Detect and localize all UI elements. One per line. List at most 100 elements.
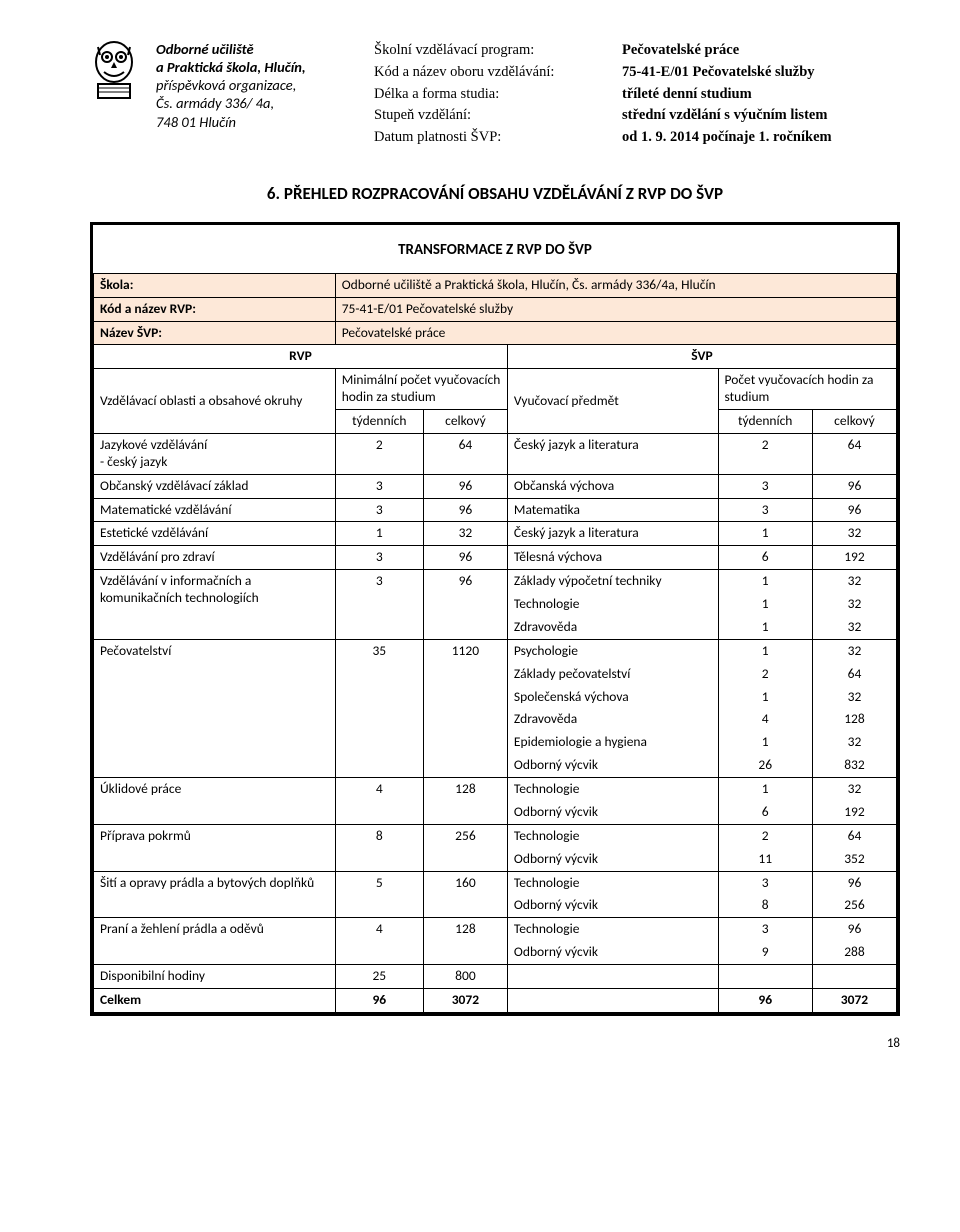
cell-rvp-celk: 64 xyxy=(423,433,507,474)
cell-svp-celk: 64 xyxy=(812,663,896,686)
cell-oblast: Matematické vzdělávání xyxy=(94,498,336,522)
cell-svp-celk: 32 xyxy=(812,731,896,754)
cell-predmet: Společenská výchova xyxy=(507,686,718,709)
cell-svp-tyden: 6 xyxy=(718,801,812,824)
cell-predmet: Technologie xyxy=(507,824,718,847)
cell-svp-tyden: 2 xyxy=(718,824,812,847)
cell-rvp-celk: 256 xyxy=(423,824,507,871)
hdr-right-3: tříleté denní studium xyxy=(622,84,900,106)
total-label: Celkem xyxy=(94,988,336,1012)
cell-svp-tyden: 3 xyxy=(718,871,812,894)
cell-svp-celk: 352 xyxy=(812,848,896,871)
cell-svp-tyden: 1 xyxy=(718,522,812,546)
document-header: Odborné učiliště a Praktická škola, Hluč… xyxy=(90,40,900,149)
cell-predmet: Matematika xyxy=(507,498,718,522)
cell-rvp-tyden: 8 xyxy=(335,824,423,871)
cell-svp-celk: 192 xyxy=(812,546,896,570)
tyden-svp: týdenních xyxy=(718,410,812,434)
table-row: Matematické vzdělávání396Matematika396 xyxy=(94,498,897,522)
cell-oblast: Úklidové práce xyxy=(94,778,336,825)
cell-predmet: Technologie xyxy=(507,918,718,941)
table-row: Úklidové práce4128Technologie132 xyxy=(94,778,897,801)
header-left: Odborné učiliště a Praktická škola, Hluč… xyxy=(156,40,356,131)
cell-oblast: Příprava pokrmů xyxy=(94,824,336,871)
table-body: Jazykové vzdělávání - český jazyk264Česk… xyxy=(94,433,897,988)
cell-predmet: Technologie xyxy=(507,778,718,801)
predmet-head: Vyučovací předmět xyxy=(507,369,718,434)
cell-svp-tyden: 1 xyxy=(718,731,812,754)
cell-predmet: Odborný výcvik xyxy=(507,941,718,964)
cell-svp-tyden: 11 xyxy=(718,848,812,871)
cell-oblast: Občanský vzdělávací základ xyxy=(94,474,336,498)
cell-predmet: Český jazyk a literatura xyxy=(507,433,718,474)
cell-oblast: Vzdělávání v informačních a komunikačníc… xyxy=(94,570,336,640)
table-row: Jazykové vzdělávání - český jazyk264Česk… xyxy=(94,433,897,474)
header-right: Pečovatelské práce 75-41-E/01 Pečovatels… xyxy=(622,40,900,149)
table-row: Disponibilní hodiny25800 xyxy=(94,965,897,989)
cell-predmet: Odborný výcvik xyxy=(507,754,718,777)
cell-predmet: Psychologie xyxy=(507,639,718,662)
cell-predmet: Základy výpočetní techniky xyxy=(507,570,718,593)
cell-svp-tyden: 26 xyxy=(718,754,812,777)
nazev-value: Pečovatelské práce xyxy=(335,321,896,345)
cell-rvp-tyden: 5 xyxy=(335,871,423,918)
total-empty xyxy=(507,988,718,1012)
cell-rvp-tyden: 2 xyxy=(335,433,423,474)
cell-svp-celk: 128 xyxy=(812,708,896,731)
hdr-school-2: a Praktická škola, Hlučín, xyxy=(156,58,356,76)
cell-rvp-celk: 128 xyxy=(423,918,507,965)
total-tb: 3072 xyxy=(423,988,507,1012)
cell-svp-tyden: 6 xyxy=(718,546,812,570)
cell-predmet: Tělesná výchova xyxy=(507,546,718,570)
table-row: Praní a žehlení prádla a oděvů4128Techno… xyxy=(94,918,897,941)
cell-svp-celk: 288 xyxy=(812,941,896,964)
hdr-school-4: Čs. armády 336/ 4a, xyxy=(156,94,356,112)
kod-label: Kód a název RVP: xyxy=(94,297,336,321)
cell-svp-tyden: 1 xyxy=(718,639,812,662)
cell-rvp-tyden: 25 xyxy=(335,965,423,989)
cell-svp-celk: 96 xyxy=(812,918,896,941)
cell-oblast: Disponibilní hodiny xyxy=(94,965,336,989)
svp-head: ŠVP xyxy=(507,345,896,369)
cell-svp-celk: 96 xyxy=(812,871,896,894)
cell-rvp-celk: 160 xyxy=(423,871,507,918)
cell-rvp-tyden: 3 xyxy=(335,474,423,498)
hdr-school-5: 748 01 Hlučín xyxy=(156,113,356,131)
cell-oblast: Vzdělávání pro zdraví xyxy=(94,546,336,570)
cell-predmet: Zdravověda xyxy=(507,708,718,731)
cell-svp-tyden: 1 xyxy=(718,778,812,801)
cell-rvp-celk: 96 xyxy=(423,474,507,498)
table-row: Vzdělávání pro zdraví396Tělesná výchova6… xyxy=(94,546,897,570)
cell-predmet: Technologie xyxy=(507,593,718,616)
celk-rvp: celkový xyxy=(423,410,507,434)
cell-rvp-tyden: 3 xyxy=(335,498,423,522)
cell-svp-tyden: 9 xyxy=(718,941,812,964)
cell-predmet: Odborný výcvik xyxy=(507,801,718,824)
cell-svp-tyden: 1 xyxy=(718,593,812,616)
cell-svp-tyden: 3 xyxy=(718,474,812,498)
cell-predmet xyxy=(507,965,718,989)
table-row-kod: Kód a název RVP: 75-41-E/01 Pečovatelské… xyxy=(94,297,897,321)
skola-value: Odborné učiliště a Praktická škola, Hluč… xyxy=(335,273,896,297)
cell-svp-tyden: 2 xyxy=(718,663,812,686)
table-row: Vzdělávání v informačních a komunikačníc… xyxy=(94,570,897,593)
hdr-school-1: Odborné učiliště xyxy=(156,40,356,58)
cell-oblast: Pečovatelství xyxy=(94,639,336,777)
cell-rvp-tyden: 35 xyxy=(335,639,423,777)
hdr-right-1: Pečovatelské práce xyxy=(622,40,900,62)
pocet-head: Počet vyučovacích hodin za studium xyxy=(718,369,896,410)
cell-rvp-tyden: 4 xyxy=(335,778,423,825)
table-row-nazev: Název ŠVP: Pečovatelské práce xyxy=(94,321,897,345)
cell-rvp-celk: 96 xyxy=(423,546,507,570)
cell-predmet: Odborný výcvik xyxy=(507,848,718,871)
cell-svp-tyden xyxy=(718,965,812,989)
cell-rvp-celk: 1120 xyxy=(423,639,507,777)
table-row-skola: Škola: Odborné učiliště a Praktická škol… xyxy=(94,273,897,297)
hdr-mid-4: Stupeň vzdělání: xyxy=(374,105,604,127)
cell-svp-celk: 256 xyxy=(812,894,896,917)
kod-value: 75-41-E/01 Pečovatelské služby xyxy=(335,297,896,321)
cell-oblast: Estetické vzdělávání xyxy=(94,522,336,546)
celk-svp: celkový xyxy=(812,410,896,434)
page-number: 18 xyxy=(90,1016,900,1051)
cell-svp-tyden: 1 xyxy=(718,570,812,593)
